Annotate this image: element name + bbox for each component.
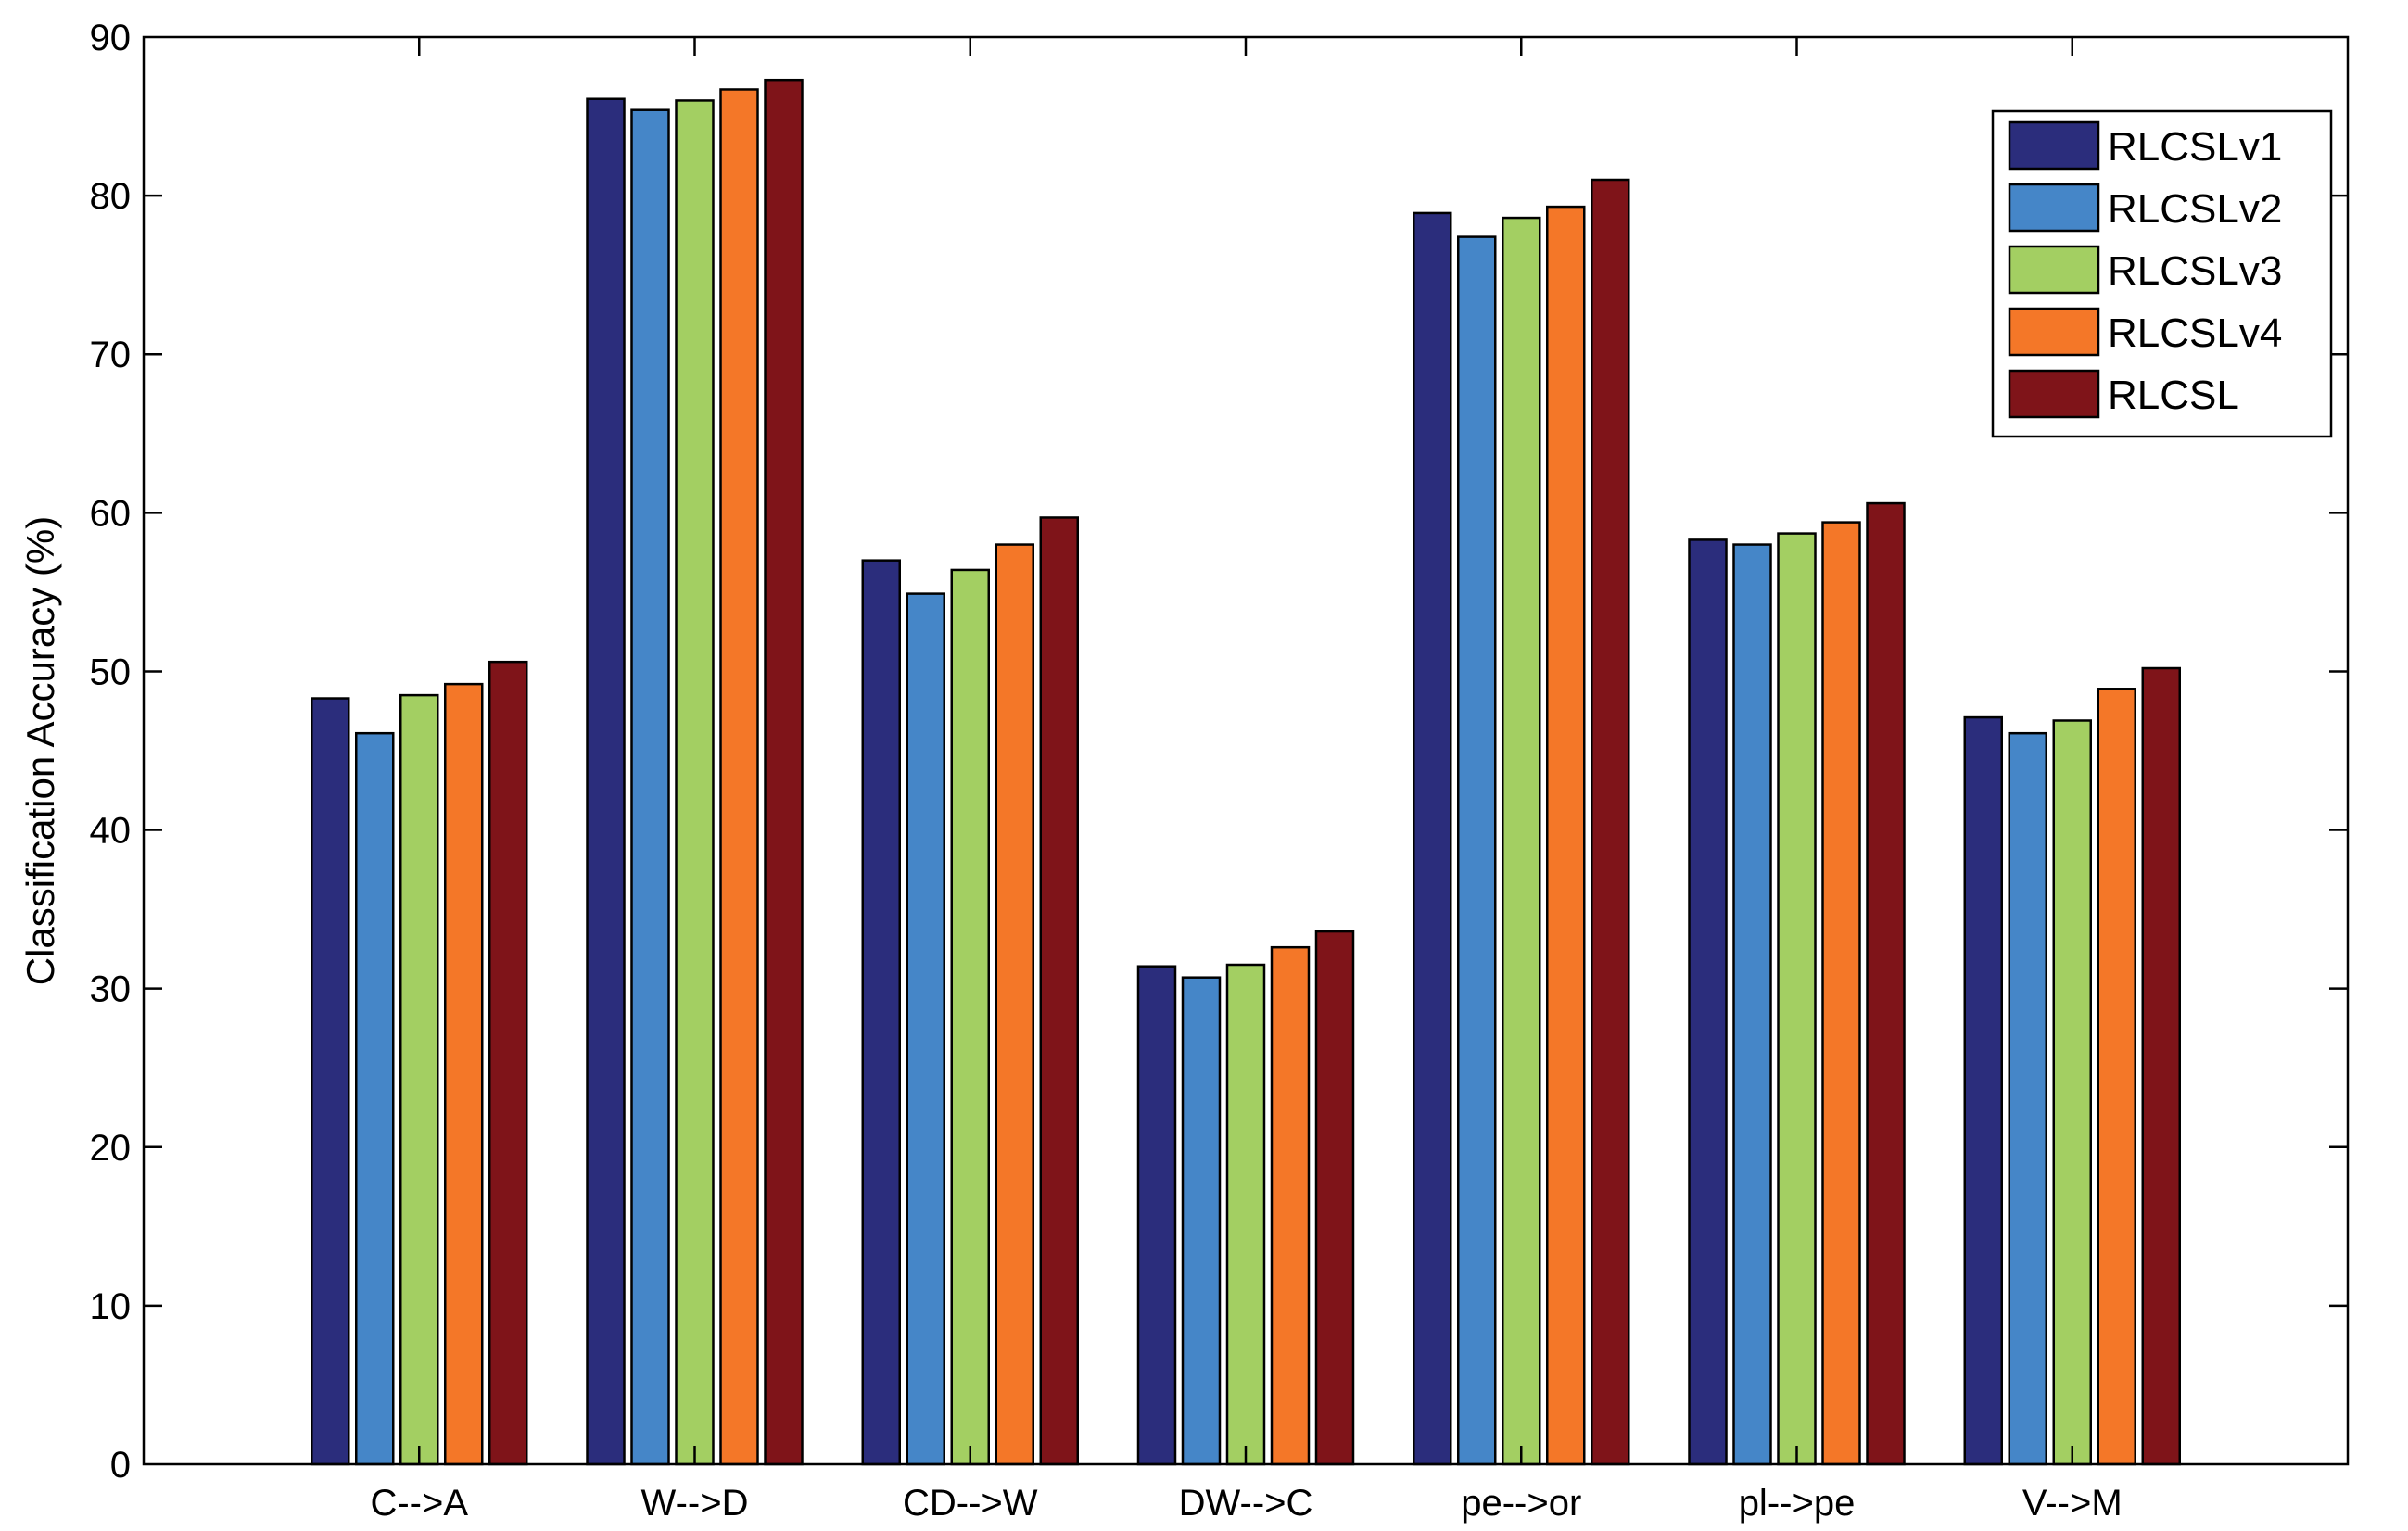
bar-rlcslv2-0	[355, 731, 395, 1466]
bar-rlcsl-4	[1591, 178, 1630, 1466]
bars-layer	[311, 78, 2181, 1466]
bar-rlcslv3-5	[1777, 532, 1817, 1466]
bar-rlcslv4-3	[1270, 945, 1311, 1466]
bar-rlcslv2-3	[1181, 976, 1222, 1466]
plot-frame	[142, 35, 2350, 1466]
bar-rlcsl-5	[1866, 501, 1906, 1466]
legend-swatch-rlcslv1	[2008, 120, 2100, 171]
x-tick-label: pe-->or	[1461, 1483, 1581, 1524]
legend-label-rlcsl: RLCSL	[2108, 373, 2239, 418]
y-tick-label: 0	[110, 1445, 131, 1486]
legend-label-rlcslv4: RLCSLv4	[2108, 310, 2282, 356]
bar-rlcslv3-3	[1225, 963, 1266, 1466]
legend-swatch-rlcslv4	[2008, 307, 2100, 357]
bar-rlcslv1-0	[311, 697, 350, 1466]
legend-swatch-rlcslv3	[2008, 245, 2100, 295]
bar-rlcslv2-6	[2008, 731, 2047, 1466]
bar-rlcsl-1	[764, 78, 804, 1466]
x-tick-label: V-->M	[2022, 1483, 2123, 1524]
bar-rlcslv3-4	[1502, 216, 1541, 1466]
bar-rlcslv2-2	[906, 592, 945, 1466]
bar-rlcslv3-2	[950, 568, 990, 1466]
bar-rlcslv3-6	[2052, 719, 2092, 1466]
legend-swatch-rlcsl	[2008, 369, 2100, 419]
bar-rlcslv2-5	[1732, 543, 1772, 1466]
x-tick-label: pl-->pe	[1739, 1483, 1856, 1524]
y-tick-label: 80	[90, 176, 132, 217]
bar-rlcslv4-4	[1546, 205, 1586, 1466]
legend-label-rlcslv1: RLCSLv1	[2108, 124, 2282, 170]
y-tick-label: 60	[90, 493, 132, 534]
bar-rlcsl-0	[488, 660, 528, 1466]
x-tick-label: DW-->C	[1179, 1483, 1313, 1524]
legend-swatch-rlcslv2	[2008, 183, 2100, 233]
bar-rlcslv1-2	[861, 559, 901, 1466]
bar-rlcslv4-0	[444, 682, 484, 1466]
bar-rlcslv1-4	[1413, 211, 1452, 1466]
y-tick-label: 90	[90, 18, 132, 58]
bar-rlcslv4-1	[719, 88, 759, 1466]
x-tick-label: C-->A	[370, 1483, 468, 1524]
y-tick-label: 20	[90, 1128, 132, 1169]
y-tick-label: 70	[90, 335, 132, 375]
legend-label-rlcslv2: RLCSLv2	[2108, 186, 2282, 232]
y-axis-ticks: 0 10 20 30 40 50 60 70 80 90	[90, 18, 2348, 1486]
bar-rlcslv2-1	[630, 108, 670, 1466]
bar-rlcslv4-2	[995, 543, 1034, 1466]
y-tick-label: 40	[90, 811, 132, 852]
bar-rlcsl-2	[1039, 516, 1079, 1466]
legend: RLCSLv1 RLCSLv2 RLCSLv3 RLCSLv4 RLCSL	[1991, 109, 2333, 438]
bar-rlcsl-3	[1314, 930, 1355, 1466]
bar-rlcsl-6	[2141, 666, 2181, 1466]
y-tick-label: 10	[90, 1286, 132, 1327]
bar-rlcslv4-5	[1821, 521, 1861, 1466]
x-axis-ticks: C-->A W-->D CD-->W DW-->C pe-->or pl-->pe V-->…	[370, 37, 2123, 1524]
bar-rlcslv3-1	[675, 99, 715, 1466]
bar-rlcslv1-3	[1136, 965, 1177, 1466]
y-axis-label: Classification Accuracy (%)	[19, 516, 62, 985]
bar-rlcslv1-5	[1688, 538, 1728, 1466]
y-tick-label: 30	[90, 969, 132, 1010]
x-tick-label: CD-->W	[903, 1483, 1038, 1524]
bar-rlcslv4-6	[2097, 688, 2136, 1466]
bar-rlcslv1-6	[1963, 715, 2003, 1466]
bar-rlcslv3-0	[399, 693, 439, 1466]
y-tick-label: 50	[90, 652, 132, 692]
legend-label-rlcslv3: RLCSLv3	[2108, 248, 2282, 294]
bar-rlcslv2-4	[1457, 235, 1497, 1466]
bar-rlcslv1-1	[586, 97, 626, 1466]
x-tick-label: W-->D	[641, 1483, 749, 1524]
